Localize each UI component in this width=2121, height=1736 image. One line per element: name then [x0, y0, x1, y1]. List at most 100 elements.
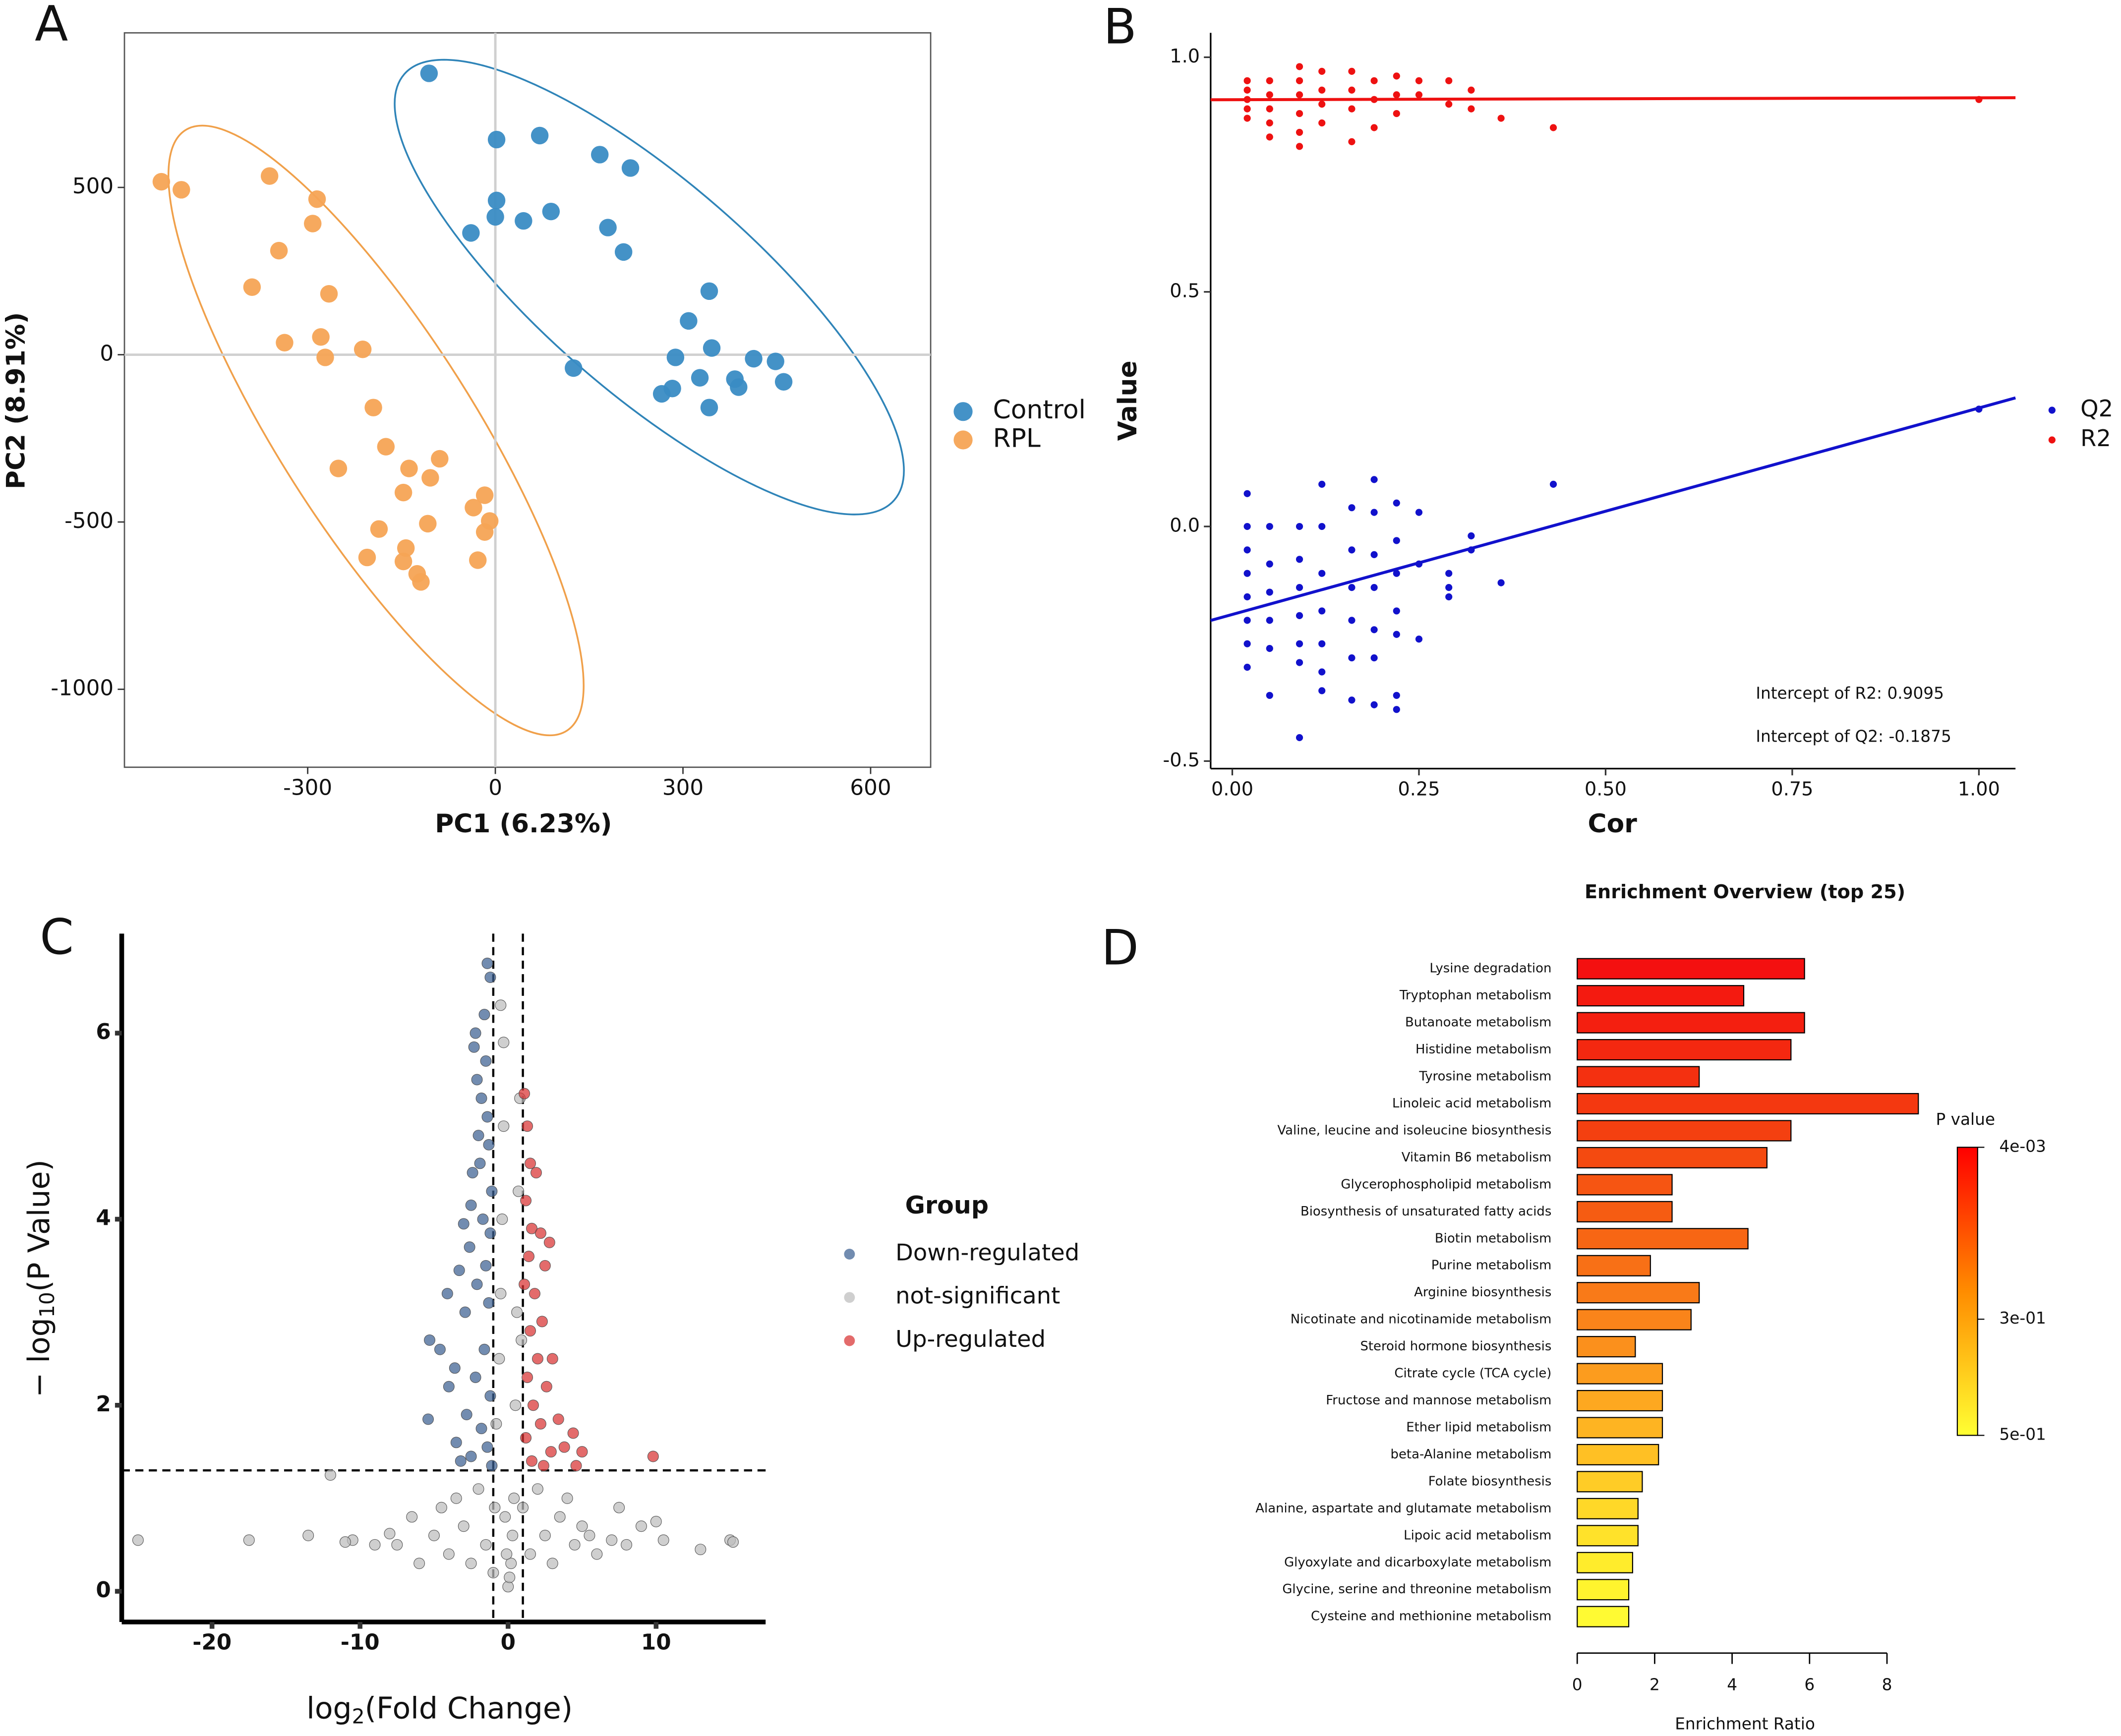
colorbar-tick-label: 3e-01: [1999, 1309, 2046, 1328]
point: [1370, 701, 1378, 708]
point: [449, 1362, 461, 1374]
point: [1296, 63, 1303, 70]
point: [384, 1528, 396, 1540]
point: [495, 1288, 507, 1300]
legend-marker: [844, 1335, 855, 1346]
y-tick-label: 0: [96, 1577, 111, 1603]
point: [480, 1260, 492, 1272]
point: [1266, 522, 1273, 530]
bar: [1577, 1282, 1700, 1304]
point: [774, 373, 793, 391]
point: [1266, 560, 1273, 568]
point: [1370, 626, 1378, 634]
bar: [1577, 1389, 1663, 1412]
category-label: Vitamin B6 metabolism: [1402, 1150, 1552, 1165]
point: [484, 1390, 496, 1402]
point: [1296, 143, 1303, 150]
x-tick-label: 1.00: [1958, 779, 2000, 801]
x-tick-label: 0: [501, 1630, 516, 1655]
x-tick-label: 0: [1572, 1675, 1583, 1694]
point: [435, 1502, 447, 1513]
category-label: Histidine metabolism: [1415, 1042, 1551, 1057]
plot-frame: [123, 32, 932, 768]
y-tick-label: 0.0: [1170, 515, 1200, 537]
point: [613, 1502, 625, 1513]
chart-title: Enrichment Overview (top 25): [1585, 881, 1905, 903]
label-sub: 10: [35, 1292, 59, 1318]
bar: [1577, 1336, 1636, 1358]
point: [1415, 91, 1423, 99]
category-label: Linoleic acid metabolism: [1392, 1096, 1551, 1111]
x-tick-label: 0.75: [1771, 779, 1813, 801]
point: [546, 1353, 558, 1365]
colorbar-tick-label: 4e-03: [1999, 1137, 2046, 1156]
point: [1468, 105, 1475, 113]
point: [1549, 480, 1557, 488]
trend-line: [1210, 96, 2016, 102]
legend-marker: [953, 402, 973, 421]
point: [1393, 631, 1400, 638]
point: [570, 1460, 582, 1472]
point: [474, 1157, 486, 1169]
bar: [1577, 1255, 1651, 1276]
x-tick-label: 300: [662, 775, 704, 800]
point: [132, 1534, 144, 1546]
point: [339, 1536, 351, 1548]
point: [483, 1297, 495, 1309]
point: [1393, 692, 1400, 699]
point: [1370, 476, 1378, 483]
point: [450, 1492, 462, 1504]
point: [462, 224, 480, 242]
panel-label: C: [40, 909, 74, 966]
point: [1348, 584, 1355, 591]
y-axis-label: − log10(P Value): [21, 1159, 59, 1397]
y-tick-label: 4: [96, 1205, 111, 1230]
category-label: Nicotinate and nicotinamide metabolism: [1291, 1312, 1552, 1327]
point: [465, 1199, 477, 1211]
point: [1370, 654, 1378, 662]
point: [243, 1534, 255, 1546]
x-tick-label: 0: [488, 775, 502, 800]
point: [412, 573, 430, 591]
point: [312, 328, 330, 346]
x-axis-label: Cor: [1588, 809, 1638, 839]
point: [391, 1539, 403, 1551]
point: [421, 469, 439, 487]
category-label: Glycerophospholipid metabolism: [1341, 1177, 1551, 1192]
point: [1266, 133, 1273, 141]
bar: [1577, 1228, 1749, 1250]
point: [400, 460, 418, 477]
point: [471, 1278, 483, 1290]
point: [507, 1530, 519, 1541]
point: [534, 1418, 546, 1430]
point: [1348, 67, 1355, 75]
point: [519, 1088, 530, 1099]
point: [534, 1227, 546, 1239]
point: [1318, 522, 1326, 530]
category-label: Lysine degradation: [1429, 961, 1551, 976]
point: [529, 1288, 540, 1300]
point: [1296, 556, 1303, 563]
annotation: Intercept of R2: 0.9095: [1756, 684, 1944, 702]
point: [1415, 636, 1423, 643]
point: [542, 202, 560, 221]
bar: [1577, 1606, 1630, 1627]
point: [475, 486, 494, 504]
point: [1318, 607, 1326, 615]
point: [1549, 124, 1557, 131]
category-label: Arginine biosynthesis: [1414, 1285, 1551, 1300]
point: [354, 341, 372, 358]
point: [1468, 532, 1475, 540]
point: [650, 1515, 662, 1527]
point: [397, 539, 415, 557]
point: [519, 1278, 530, 1290]
legend-label: not-significant: [895, 1282, 1060, 1309]
point: [1318, 67, 1326, 75]
point: [1296, 640, 1303, 647]
point: [1497, 115, 1505, 122]
point: [461, 1409, 472, 1421]
point: [599, 219, 617, 236]
panel-label: A: [35, 0, 68, 53]
point: [394, 483, 412, 502]
